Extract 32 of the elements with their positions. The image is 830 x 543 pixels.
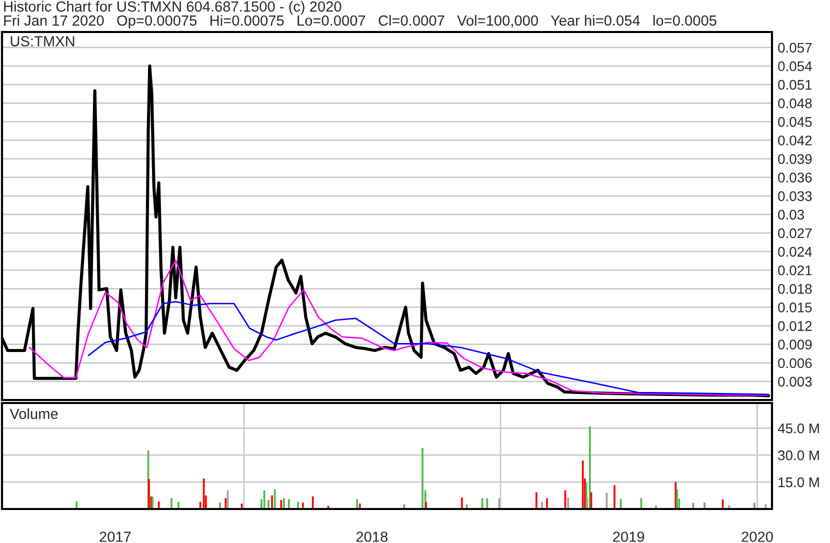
x-tick-label: 2017 xyxy=(100,532,131,542)
y-tick-label: 0.006 xyxy=(778,358,812,368)
y-tick-label: 0.033 xyxy=(778,191,812,202)
y-tick-label: 0.021 xyxy=(778,265,812,276)
annotation: US:TMXN xyxy=(10,36,74,46)
x-tick-label: 2020 xyxy=(742,532,773,542)
y-tick-label: 0.036 xyxy=(778,172,812,183)
line-series xyxy=(28,260,770,396)
x-tick-label: 2019 xyxy=(613,532,644,542)
y-tick-label: 0.039 xyxy=(778,154,812,164)
y-tick-label: 0.024 xyxy=(778,246,812,257)
y-tick-label: 0.03 xyxy=(778,210,804,220)
chart-title: Volume xyxy=(10,408,58,420)
y-tick-label: 0.027 xyxy=(778,228,812,238)
y-tick-label: 0.057 xyxy=(778,42,812,53)
y-tick-label: 0.003 xyxy=(778,376,812,387)
y-tick-label: 0.054 xyxy=(778,61,812,72)
x-tick-label: 2018 xyxy=(356,532,388,542)
y-tick-label: 0.018 xyxy=(778,284,812,294)
y-tick-label: 30.0 M xyxy=(778,450,819,460)
y-tick-label: 45.0 M xyxy=(778,423,819,434)
line-series xyxy=(88,300,770,396)
y-tick-label: 0.048 xyxy=(778,98,812,108)
y-tick-label: 0.015 xyxy=(778,302,812,312)
chart-subtitle: Fri Jan 17 2020 Op=0.00075 Hi=0.00075 Lo=0.0007 Cl=0.0007 Vol=100,000 Year hi=0.054 lo=0.0005 xyxy=(4,15,716,29)
y-tick-label: 0.009 xyxy=(778,340,812,350)
y-tick-label: 0.051 xyxy=(778,80,812,90)
chart-title: Historic Chart for US:TMXN 604.687.1500 - (c) 2020 xyxy=(4,1,342,15)
y-tick-label: 0.045 xyxy=(778,117,812,127)
y-tick-label: 0.012 xyxy=(778,321,812,331)
y-tick-label: 0.042 xyxy=(778,136,812,146)
y-tick-label: 15.0 M xyxy=(778,477,819,488)
